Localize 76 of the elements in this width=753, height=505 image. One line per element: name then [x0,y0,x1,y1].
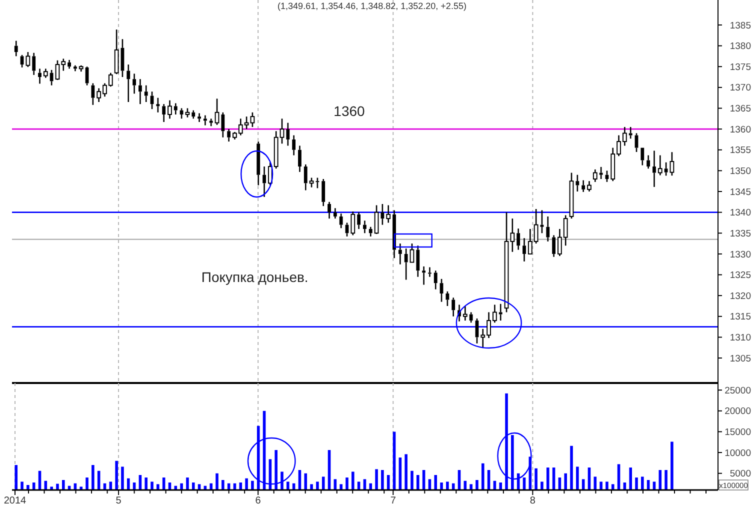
y-tick-label: 20000 [724,406,751,418]
y-tick-label: 1315 [730,312,751,323]
y-tick-label: 1385 [730,20,751,32]
candlestick [144,84,148,103]
y-tick-label: 1340 [730,208,751,219]
y-tick-label: 1360 [730,124,751,136]
candlestick [592,168,598,183]
x-tick-label: 8 [530,496,536,505]
candlestick [652,150,656,188]
candlestick [38,68,42,84]
x-tick-label: 5 [116,496,122,505]
candlestick [357,212,361,230]
candlestick [328,201,331,220]
candlestick [256,140,260,186]
x-tick-label: 2014 [4,496,27,505]
candlestick [32,52,36,76]
candlestick [546,216,550,242]
candlestick [14,40,18,57]
candlestick [582,180,586,193]
candlestick [227,128,231,142]
y-tick-label: 1320 [730,290,751,302]
candlestick [304,164,308,191]
candlestick [452,297,456,318]
candlestick [552,234,556,258]
y-tick-label: 1355 [730,145,751,156]
y-tick-label: 1380 [730,41,751,52]
y-tick-label: 1350 [730,166,751,178]
candlestick [363,220,366,234]
candlestick [138,78,142,105]
y-tick-label: 25000 [724,385,751,396]
candlestick [516,228,520,250]
candlestick [198,112,201,123]
y-tick-label: 1365 [730,104,751,115]
candlestick [646,154,650,170]
candlestick [462,305,468,322]
annotation: 1360 [334,103,366,120]
annotation: Покупка доньев. [201,268,308,285]
candlestick [386,204,391,224]
candlestick [368,226,372,238]
candlestick [203,114,207,126]
x-tick-label: 7 [390,496,396,505]
candlestick [292,134,296,156]
candlestick [209,118,213,127]
candlestick [68,59,71,70]
y-tick-label: 10000 [724,448,751,459]
y-tick-label: 1370 [730,82,751,94]
y-tick-label: 1345 [730,186,751,198]
candlestick [262,166,266,198]
candlestick [132,73,136,94]
y-tick-label: 15000 [724,427,751,438]
y-tick-label: 1330 [730,249,751,260]
candlestick [74,64,77,72]
y-tick-label: 1310 [730,332,751,344]
candlestick [298,145,302,173]
candlestick [126,64,130,103]
chart-title: (1,349.61, 1,354.46, 1,348.82, 1,352.20, +2.55) [278,1,466,11]
candlestick [162,103,166,123]
candlestick [422,266,426,286]
candlestick [322,178,326,207]
candlestick [434,270,438,290]
x-tick-label: 6 [255,496,262,505]
candlestick [416,244,420,278]
candlestick [168,100,172,120]
y-tick-label: 1325 [730,270,751,282]
y-tick-label: 1375 [730,62,751,73]
y-tick-label: 1335 [730,228,751,240]
candlestick [498,303,502,322]
y-tick-label: 1305 [730,353,751,364]
candlestick [522,237,526,262]
y-tick-label: 5000 [730,468,751,480]
candlestick [398,242,402,266]
candlestick [333,208,337,220]
candlestick [658,154,662,176]
candlestick [174,102,178,116]
candlestick [192,110,196,120]
candlestick [428,266,432,278]
